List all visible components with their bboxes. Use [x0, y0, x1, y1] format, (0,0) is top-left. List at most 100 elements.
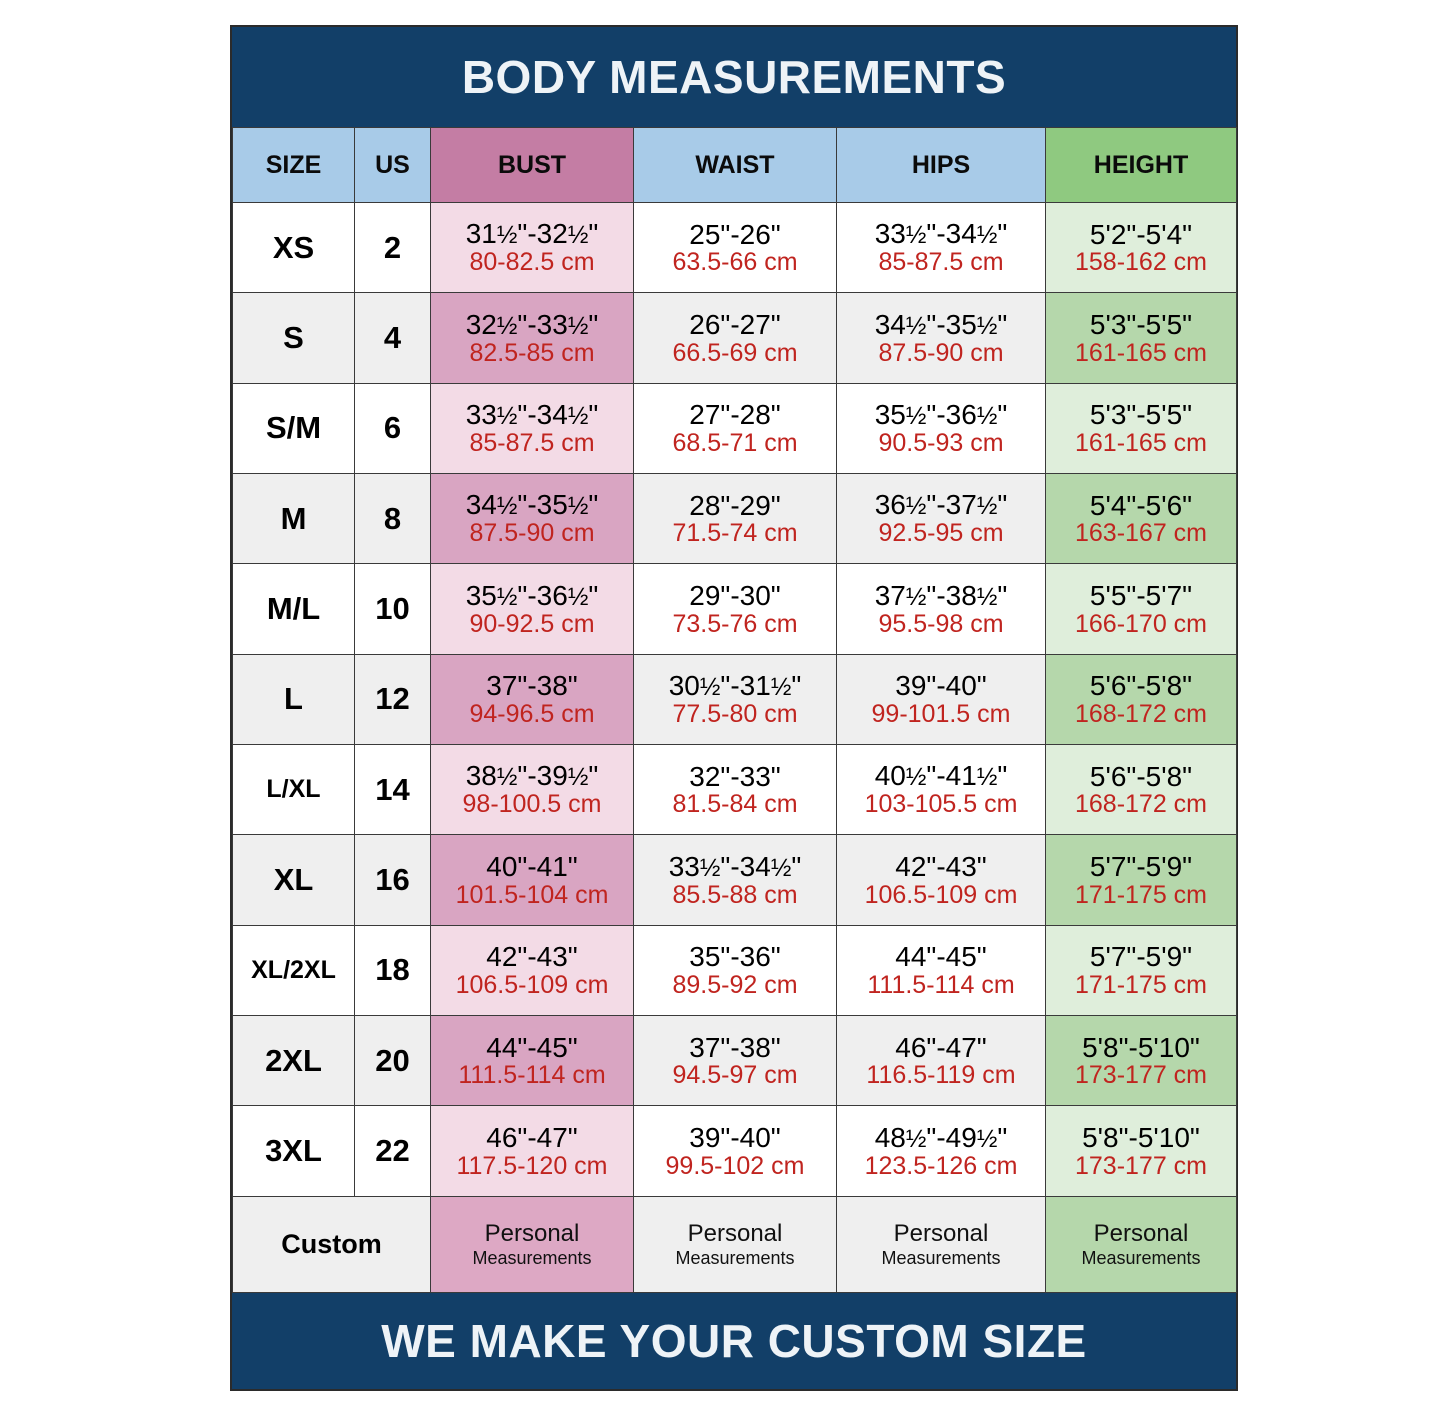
- bust-inches: 40"-41": [486, 850, 578, 882]
- height-inches: 5'4"-5'6": [1089, 489, 1193, 521]
- waist-inches: 37"-38": [689, 1031, 781, 1063]
- bust-centimeters: 87.5-90 cm: [469, 519, 595, 548]
- hips-centimeters: 87.5-90 cm: [878, 338, 1004, 367]
- table-row: XS 2 31½"-32½" 80-82.5 cm 25"-26" 63.5-66 cm 3…: [232, 201, 1237, 294]
- cell-hips: 42"-43" 106.5-109 cm: [836, 834, 1046, 926]
- bust-centimeters: 98-100.5 cm: [462, 790, 602, 819]
- cell-bust: 34½"-35½" 87.5-90 cm: [430, 472, 634, 565]
- cell-waist: 28"-29" 71.5-74 cm: [633, 472, 837, 565]
- cell-hips: 46"-47" 116.5-119 cm: [836, 1014, 1046, 1107]
- cell-custom-height[interactable]: Personal Measurements: [1045, 1195, 1237, 1294]
- waist-centimeters: 85.5-88 cm: [672, 880, 798, 909]
- bust-inches: 38½"-39½": [465, 760, 599, 792]
- hips-inches: 42"-43": [895, 850, 987, 882]
- cell-waist: 30½"-31½" 77.5-80 cm: [633, 653, 837, 745]
- cell-custom-bust[interactable]: Personal Measurements: [430, 1195, 634, 1294]
- hips-inches: 34½"-35½": [874, 308, 1008, 340]
- hips-centimeters: 116.5-119 cm: [866, 1061, 1016, 1090]
- height-inches: 5'8"-5'10": [1082, 1031, 1200, 1063]
- table-row: S 4 32½"-33½" 82.5-85 cm 26"-27" 66.5-69 cm 34…: [232, 292, 1237, 384]
- bust-inches: 42"-43": [486, 941, 578, 973]
- table-row: 3XL 22 46"-47" 117.5-120 cm 39"-40" 99.5-102 …: [232, 1105, 1237, 1197]
- cell-custom-waist[interactable]: Personal Measurements: [633, 1195, 837, 1294]
- cell-waist: 39"-40" 99.5-102 cm: [633, 1105, 837, 1197]
- header-row: SIZE US BUST WAIST HIPS HEIGHT: [232, 127, 1237, 203]
- cell-height: 5'8"-5'10" 173-177 cm: [1045, 1105, 1237, 1197]
- cell-waist: 27"-28" 68.5-71 cm: [633, 382, 837, 474]
- cell-size-label: XL/2XL: [232, 924, 355, 1016]
- cell-hips: 39"-40" 99-101.5 cm: [836, 653, 1046, 745]
- cell-us-size: 14: [354, 743, 431, 836]
- waist-centimeters: 68.5-71 cm: [672, 428, 798, 457]
- footer-title: WE MAKE YOUR CUSTOM SIZE: [381, 1315, 1087, 1367]
- height-centimeters: 161-165 cm: [1074, 338, 1208, 367]
- hips-inches: 39"-40": [895, 670, 987, 702]
- bust-inches: 32½"-33½": [465, 308, 599, 340]
- waist-centimeters: 89.5-92 cm: [672, 970, 798, 999]
- height-centimeters: 168-172 cm: [1074, 699, 1208, 728]
- hips-centimeters: 90.5-93 cm: [878, 429, 1004, 458]
- cell-custom-hips[interactable]: Personal Measurements: [836, 1195, 1046, 1294]
- hips-inches: 46"-47": [895, 1031, 987, 1063]
- hips-inches: 33½"-34½": [874, 218, 1008, 250]
- bust-inches: 46"-47": [486, 1121, 578, 1153]
- cell-hips: 40½"-41½" 103-105.5 cm: [836, 743, 1046, 836]
- bust-centimeters: 82.5-85 cm: [469, 338, 595, 367]
- cell-hips: 34½"-35½" 87.5-90 cm: [836, 292, 1046, 384]
- height-inches: 5'6"-5'8": [1089, 760, 1193, 792]
- column-header-waist: WAIST: [633, 127, 837, 203]
- cell-size-label: L: [232, 653, 355, 745]
- table-row: M 8 34½"-35½" 87.5-90 cm 28"-29" 71.5-74 cm 36…: [232, 472, 1237, 565]
- waist-inches: 28"-29": [689, 489, 781, 521]
- custom-waist-sub: Measurements: [675, 1247, 795, 1268]
- waist-centimeters: 71.5-74 cm: [672, 519, 798, 548]
- bust-inches: 35½"-36½": [465, 579, 599, 611]
- cell-hips: 48½"-49½" 123.5-126 cm: [836, 1105, 1046, 1197]
- height-centimeters: 173-177 cm: [1074, 1151, 1208, 1180]
- column-header-hips: HIPS: [836, 127, 1046, 203]
- cell-size-label: XL: [232, 834, 355, 926]
- cell-custom-label: Custom: [232, 1195, 431, 1294]
- hips-centimeters: 106.5-109 cm: [864, 880, 1018, 909]
- hips-inches: 36½"-37½": [874, 489, 1008, 521]
- cell-waist: 25"-26" 63.5-66 cm: [633, 201, 837, 294]
- cell-us-size: 22: [354, 1105, 431, 1197]
- cell-size-label: 3XL: [232, 1105, 355, 1197]
- column-header-us: US: [354, 127, 431, 203]
- custom-waist-main: Personal: [687, 1220, 783, 1248]
- cell-size-label: M: [232, 472, 355, 565]
- cell-waist: 26"-27" 66.5-69 cm: [633, 292, 837, 384]
- cell-us-size: 12: [354, 653, 431, 745]
- cell-height: 5'2"-5'4" 158-162 cm: [1045, 201, 1237, 294]
- bust-inches: 33½"-34½": [465, 399, 599, 431]
- bust-inches: 31½"-32½": [465, 218, 599, 250]
- cell-size-label: XS: [232, 201, 355, 294]
- custom-bust-sub: Measurements: [472, 1247, 592, 1268]
- cell-height: 5'7"-5'9" 171-175 cm: [1045, 834, 1237, 926]
- bust-centimeters: 90-92.5 cm: [469, 609, 595, 638]
- cell-us-size: 20: [354, 1014, 431, 1107]
- cell-us-size: 18: [354, 924, 431, 1016]
- table-row: L 12 37"-38" 94-96.5 cm 30½"-31½" 77.5-80 cm 3…: [232, 653, 1237, 745]
- height-centimeters: 166-170 cm: [1074, 609, 1208, 638]
- cell-waist: 33½"-34½" 85.5-88 cm: [633, 834, 837, 926]
- hips-centimeters: 85-87.5 cm: [878, 248, 1004, 277]
- hips-inches: 40½"-41½": [874, 760, 1008, 792]
- cell-bust: 33½"-34½" 85-87.5 cm: [430, 382, 634, 474]
- hips-inches: 35½"-36½": [874, 399, 1008, 431]
- waist-inches: 39"-40": [689, 1121, 781, 1153]
- waist-centimeters: 66.5-69 cm: [672, 338, 798, 367]
- column-header-size: SIZE: [232, 127, 355, 203]
- height-inches: 5'6"-5'8": [1089, 670, 1193, 702]
- height-centimeters: 173-177 cm: [1074, 1061, 1208, 1090]
- cell-hips: 36½"-37½" 92.5-95 cm: [836, 472, 1046, 565]
- waist-inches: 32"-33": [689, 760, 781, 792]
- hips-centimeters: 123.5-126 cm: [864, 1151, 1018, 1180]
- waist-centimeters: 77.5-80 cm: [672, 700, 798, 729]
- cell-height: 5'7"-5'9" 171-175 cm: [1045, 924, 1237, 1016]
- hips-inches: 37½"-38½": [874, 579, 1008, 611]
- height-inches: 5'3"-5'5": [1089, 308, 1193, 340]
- custom-hips-sub: Measurements: [881, 1247, 1001, 1268]
- cell-size-label: 2XL: [232, 1014, 355, 1107]
- bust-centimeters: 80-82.5 cm: [469, 248, 595, 277]
